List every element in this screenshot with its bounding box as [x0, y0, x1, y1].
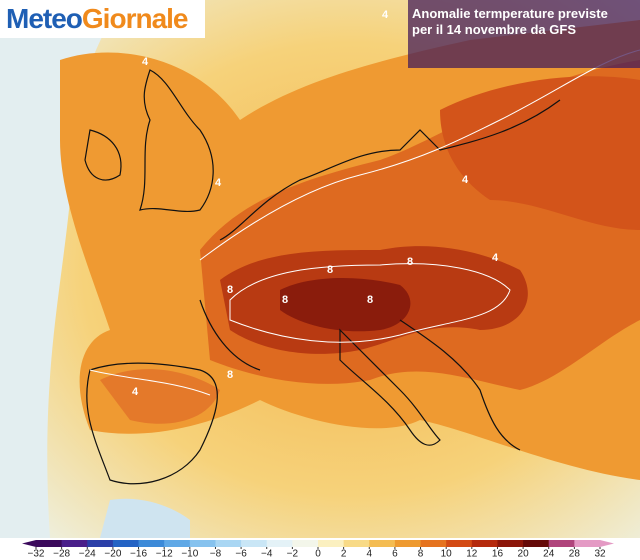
colorbar-segment: [420, 540, 447, 547]
colorbar-segment: [548, 540, 575, 547]
logo-meteo: Meteo: [6, 3, 83, 34]
coast-italy: [339, 328, 441, 446]
colorbar-segment: [574, 540, 601, 547]
colorbar-segment: [369, 540, 396, 547]
contour-label: 8: [367, 294, 373, 306]
colorbar-label: −28: [53, 549, 70, 560]
iberia-warm: [100, 369, 220, 424]
contour-line: [89, 369, 211, 396]
colorbar-segment: [471, 540, 498, 547]
colorbar-extend: [600, 540, 614, 547]
colorbar-label: 16: [492, 549, 504, 560]
colorbar-segment: [318, 540, 345, 547]
cool-patch: [100, 498, 190, 538]
logo-giornale: Giornale: [81, 3, 189, 34]
contour-line: [199, 49, 640, 261]
colorbar-label: −8: [210, 549, 222, 560]
coast-europe: [199, 99, 561, 371]
title-box: Anomalie termperature previste per il 14…: [408, 0, 640, 68]
colorbar-segment: [523, 540, 550, 547]
colorbar-label: 28: [569, 549, 581, 560]
contour-label: 4: [492, 252, 499, 264]
colorbar-label: −2: [287, 549, 299, 560]
title-line: Anomalie termperature previste: [412, 6, 608, 21]
contour-label: 4: [132, 386, 139, 398]
colorbar-label: 20: [518, 549, 530, 560]
colorbar-label: 32: [594, 549, 606, 560]
colorbar-label: 12: [466, 549, 478, 560]
colorbar-segment: [138, 540, 165, 547]
contour-label: 4: [215, 177, 222, 189]
hot-region: [440, 76, 640, 230]
contour-label: 4: [462, 174, 469, 186]
contours: [89, 49, 640, 396]
colorbar-segment: [343, 540, 370, 547]
colorbar-segment: [112, 540, 140, 547]
colorbar-label: −24: [79, 549, 96, 560]
colorbar-label: −32: [28, 549, 45, 560]
colorbar-segment: [266, 540, 293, 547]
colorbar-segment: [446, 540, 473, 547]
colorbar-label: 10: [441, 549, 453, 560]
contour-label: 8: [327, 264, 333, 276]
contour-line: [229, 263, 511, 343]
colorbar-label: −4: [261, 549, 273, 560]
contour-label: 8: [227, 369, 233, 381]
colorbar-segment: [87, 540, 114, 547]
colorbar-segment: [215, 540, 242, 547]
title-line: per il 14 novembre da GFS: [412, 22, 576, 37]
colorbar-label: 4: [366, 549, 372, 560]
colorbar-label: −6: [235, 549, 247, 560]
colorbar-label: −12: [156, 549, 173, 560]
colorbar-label: −16: [130, 549, 147, 560]
coast-iberia: [86, 362, 218, 485]
cool-ocean: [0, 0, 120, 538]
colorbar-segment: [164, 540, 191, 547]
contour-label: 4: [382, 9, 389, 21]
colorbar-label: 24: [543, 549, 555, 560]
colorbar-label: −20: [104, 549, 121, 560]
colorbar-segment: [36, 540, 63, 547]
colorbar-label: 0: [315, 549, 321, 560]
colorbar-label: −10: [181, 549, 198, 560]
logo: MeteoGiornale: [0, 0, 205, 38]
peak-region: [280, 278, 411, 332]
colorbar-extend: [22, 540, 36, 547]
contour-label: 8: [407, 256, 413, 268]
coast-balkans: [399, 319, 521, 451]
colorbar-label: 6: [392, 549, 398, 560]
colorbar-label: 8: [418, 549, 424, 560]
colorbar-segment: [241, 540, 268, 547]
coast-ireland: [84, 129, 122, 181]
contour-label: 8: [282, 294, 288, 306]
coastlines: [84, 69, 561, 485]
colorbar-segment: [61, 540, 88, 547]
contour-label: 8: [227, 284, 233, 296]
colorbar-segment: [394, 540, 422, 547]
colorbar-segment: [189, 540, 216, 547]
colorbar-segment: [497, 540, 524, 547]
colorbar-label: 2: [341, 549, 347, 560]
colorbar-segment: [292, 540, 319, 547]
coast-britain: [139, 69, 214, 213]
contour-label: 4: [142, 56, 149, 68]
